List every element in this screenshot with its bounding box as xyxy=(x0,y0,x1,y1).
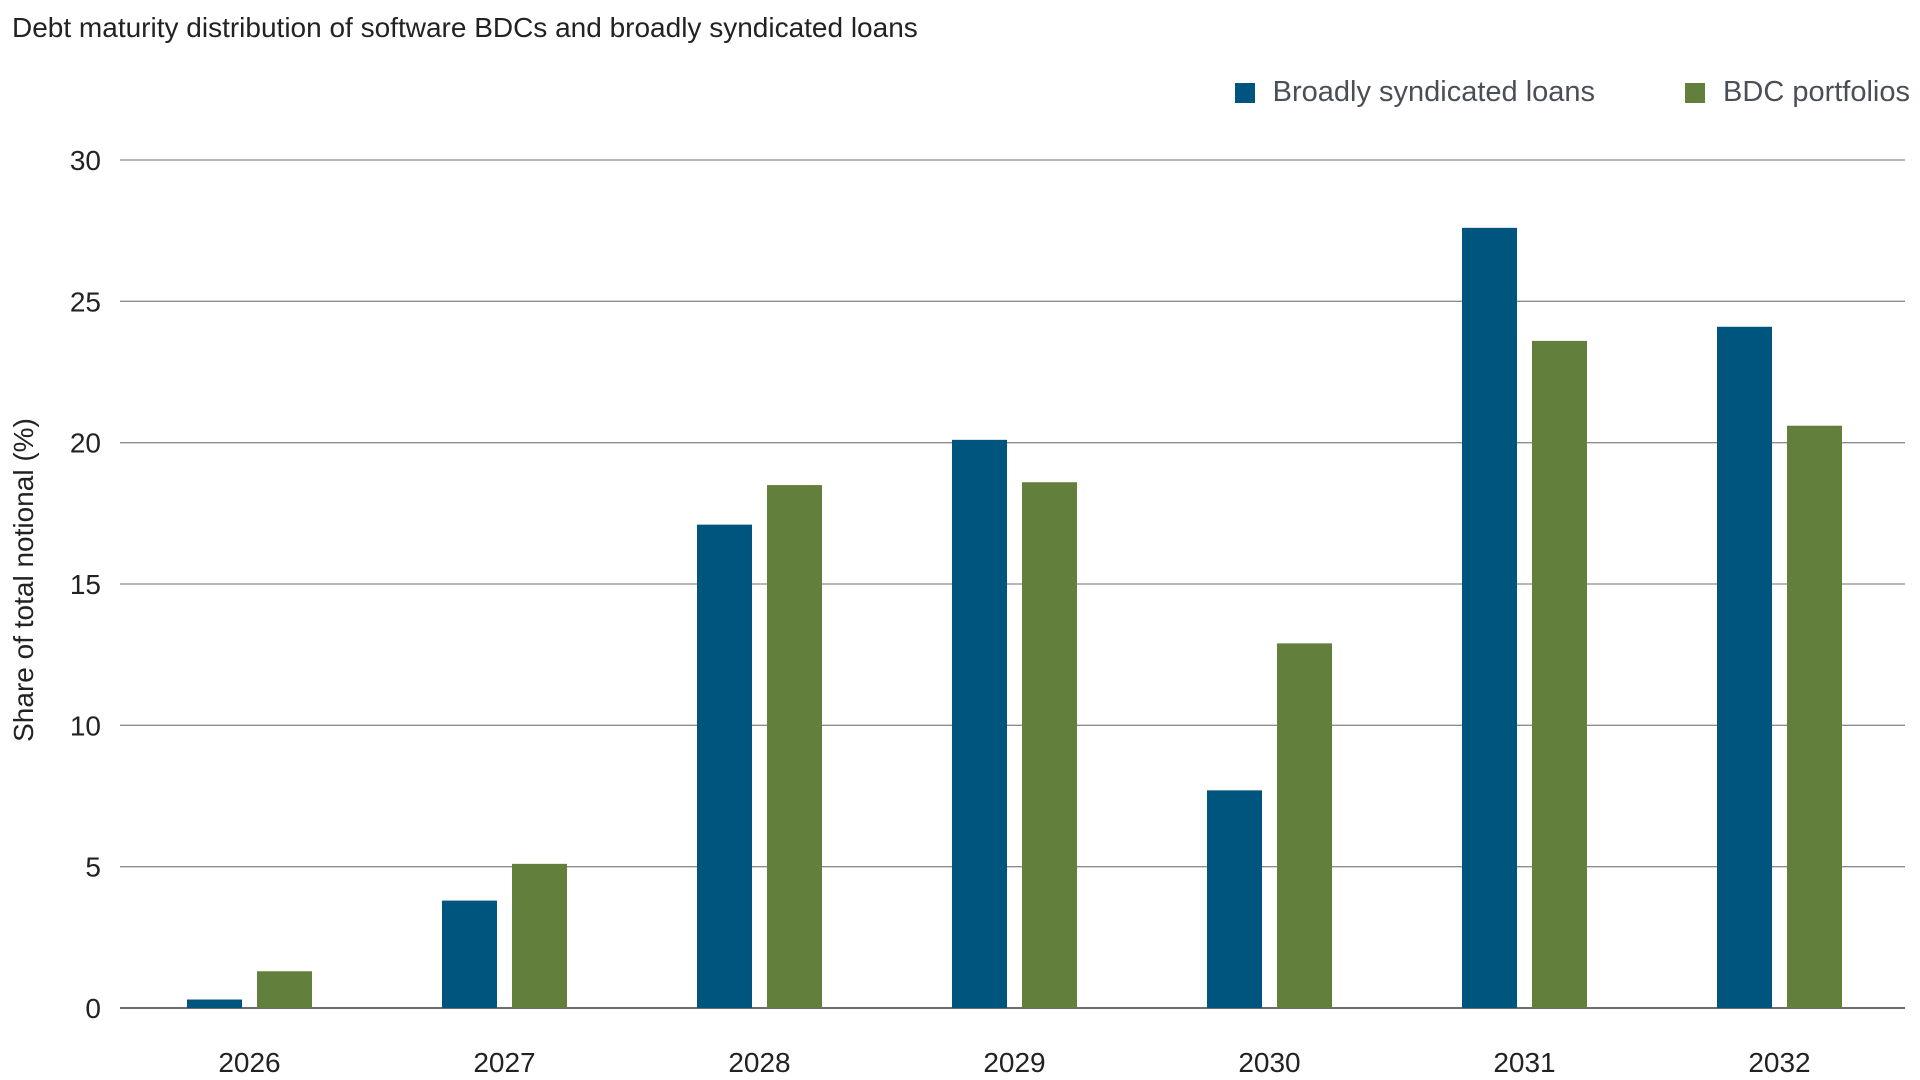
bar-bdc-portfolios-2028 xyxy=(767,485,822,1009)
x-tick-label-2026: 2026 xyxy=(218,1047,280,1078)
x-tick-label-2032: 2032 xyxy=(1748,1047,1810,1078)
bar-bdc-portfolios-2031 xyxy=(1532,340,1587,1008)
x-tick-label-2029: 2029 xyxy=(983,1047,1045,1078)
legend-swatch-broadly-syndicated-loans xyxy=(1234,82,1255,103)
x-tick-label-2031: 2031 xyxy=(1493,1047,1555,1078)
bar-broadly-syndicated-loans-2026 xyxy=(187,999,242,1008)
bar-broadly-syndicated-loans-2031 xyxy=(1462,227,1517,1009)
y-tick-label-10: 10 xyxy=(70,710,101,741)
legend-label-broadly-syndicated-loans: Broadly syndicated loans xyxy=(1272,76,1596,108)
legend-item-broadly-syndicated-loans: Broadly syndicated loans xyxy=(1234,76,1596,109)
y-tick-label-20: 20 xyxy=(70,428,101,459)
bar-bdc-portfolios-2029 xyxy=(1022,482,1077,1008)
bar-bdc-portfolios-2032 xyxy=(1787,425,1842,1008)
y-tick-label-0: 0 xyxy=(85,993,101,1024)
bar-broadly-syndicated-loans-2028 xyxy=(697,524,752,1008)
x-tick-label-2030: 2030 xyxy=(1238,1047,1300,1078)
bar-broadly-syndicated-loans-2030 xyxy=(1207,790,1262,1008)
bar-broadly-syndicated-loans-2027 xyxy=(442,900,497,1008)
legend-label-bdc-portfolios: BDC portfolios xyxy=(1723,76,1910,108)
bar-bdc-portfolios-2026 xyxy=(257,971,312,1008)
x-tick-label-2028: 2028 xyxy=(728,1047,790,1078)
chart-title: Debt maturity distribution of software B… xyxy=(12,12,918,43)
chart-legend: Broadly syndicated loans BDC portfolios xyxy=(1234,76,1910,109)
y-tick-label-25: 25 xyxy=(70,286,101,317)
y-tick-label-30: 30 xyxy=(70,145,101,176)
y-tick-label-5: 5 xyxy=(85,852,101,883)
y-tick-label-15: 15 xyxy=(70,569,101,600)
x-tick-label-2027: 2027 xyxy=(473,1047,535,1078)
bar-broadly-syndicated-loans-2029 xyxy=(952,439,1007,1009)
bar-bdc-portfolios-2030 xyxy=(1277,643,1332,1008)
bar-broadly-syndicated-loans-2032 xyxy=(1717,326,1772,1009)
legend-swatch-bdc-portfolios xyxy=(1685,82,1706,103)
legend-item-bdc-portfolios: BDC portfolios xyxy=(1685,76,1910,109)
bar-bdc-portfolios-2027 xyxy=(512,863,567,1008)
